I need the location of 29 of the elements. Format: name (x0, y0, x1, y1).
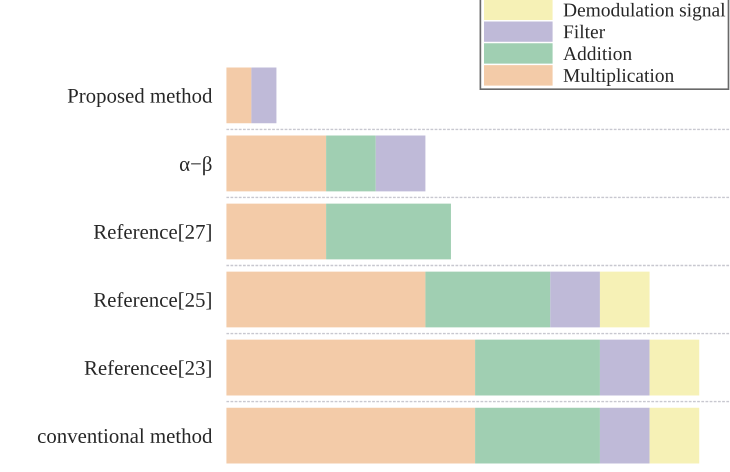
y-tick-label: Proposed method (68, 88, 212, 108)
bar (226, 340, 476, 396)
legend-label: Filter (564, 24, 605, 38)
bar (475, 408, 600, 464)
bar (650, 408, 700, 464)
bar (600, 340, 650, 396)
y-tick-label: Referencee[23] (84, 360, 211, 378)
bar (226, 67, 252, 124)
legend-label: Demodulation signal (564, 2, 726, 21)
bar (226, 204, 326, 260)
y-tick-label: Reference[25] (94, 292, 211, 310)
legend-label: Multiplication (564, 68, 674, 86)
bar (650, 340, 700, 396)
bar (425, 272, 550, 328)
y-tick-label: conventional method (38, 428, 212, 444)
bar (550, 272, 600, 328)
bar (226, 136, 326, 192)
bar (600, 408, 650, 464)
bar (251, 67, 276, 124)
bar (326, 136, 376, 192)
legend-label: Addition (563, 46, 632, 60)
bar (376, 136, 426, 192)
y-tick-label: Reference[27] (94, 224, 211, 242)
bar (226, 408, 476, 464)
bar (326, 204, 451, 260)
bar (475, 340, 600, 396)
y-tick-label: α−β (180, 156, 212, 176)
bar (226, 272, 426, 328)
bar (600, 272, 650, 328)
